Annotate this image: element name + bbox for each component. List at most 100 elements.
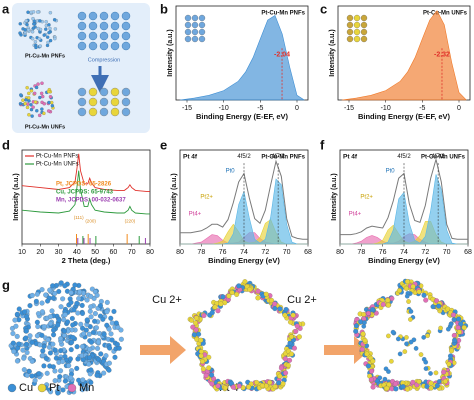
x-tick-label: -5 (419, 105, 425, 112)
atom (404, 335, 409, 340)
atom (269, 297, 275, 303)
atom (46, 89, 51, 94)
atom (27, 303, 33, 309)
atom (16, 341, 22, 347)
atom (88, 314, 94, 320)
atom-icon (191, 28, 199, 36)
atom (69, 339, 75, 345)
atom (18, 101, 23, 106)
atom (110, 87, 120, 97)
panel-label: f (320, 137, 325, 152)
atom (99, 21, 109, 31)
atom (108, 315, 114, 321)
atom (90, 329, 96, 335)
atom (74, 300, 80, 306)
atom (61, 317, 67, 323)
atom (36, 82, 40, 86)
atom-icon (353, 14, 361, 22)
atom (50, 364, 56, 370)
atom (287, 357, 293, 363)
atom (107, 345, 113, 351)
x-tick-label: 80 (146, 249, 154, 256)
legend-label: Mn (79, 382, 94, 394)
atom (368, 377, 374, 383)
peak-label: (220) (125, 219, 136, 224)
atom (36, 26, 41, 31)
atom (89, 286, 95, 292)
atom (282, 356, 288, 362)
atom (384, 385, 390, 391)
atom-icon (353, 35, 361, 43)
atom (390, 329, 396, 335)
atom (79, 302, 85, 308)
atom (30, 37, 35, 41)
atom (293, 328, 299, 334)
atom-icon (353, 28, 361, 36)
atom (48, 95, 53, 99)
atom (226, 293, 232, 299)
atom (77, 289, 83, 295)
data-area (179, 14, 305, 101)
atom (385, 297, 391, 303)
atom (386, 333, 391, 339)
atom (14, 333, 20, 339)
atom (58, 304, 64, 310)
atom (99, 11, 109, 21)
x-tick-label: 68 (304, 249, 312, 256)
atom (34, 45, 38, 50)
atom (402, 349, 408, 354)
atom (436, 379, 442, 384)
atom (26, 10, 30, 14)
atom (29, 373, 35, 379)
atom (33, 298, 39, 304)
panel-a-label: Pt-Cu-Mn PNFs (25, 53, 65, 59)
atom (60, 387, 66, 393)
atom (29, 107, 34, 112)
data-area (341, 10, 467, 101)
atom-icon (184, 14, 192, 22)
atom (21, 98, 25, 102)
atom (36, 10, 40, 14)
atom (46, 344, 52, 350)
atom (27, 96, 31, 100)
atom (18, 22, 22, 26)
atom (109, 337, 115, 343)
peak-annotation: 4f5/2 (397, 154, 411, 160)
panel-label: d (2, 137, 10, 152)
atom (70, 322, 76, 328)
atom (423, 297, 429, 303)
x-tick-label: 30 (55, 249, 63, 256)
atom (104, 322, 110, 328)
atom-icon (184, 28, 192, 36)
atom (79, 387, 85, 393)
atom-icon (198, 21, 206, 29)
atom (413, 346, 419, 351)
atom (278, 365, 284, 371)
x-tick-label: 0 (457, 105, 461, 112)
atom (24, 19, 29, 23)
atom (44, 20, 48, 24)
atom (380, 301, 386, 307)
atom (26, 368, 32, 374)
atom (86, 361, 92, 367)
atom (114, 341, 120, 347)
atom (247, 287, 253, 293)
atom (31, 26, 36, 30)
atom (31, 16, 35, 21)
x-tick-label: 74 (240, 249, 248, 256)
legend-swatch (37, 383, 47, 393)
atom (40, 348, 46, 354)
atom (451, 332, 457, 338)
atom (44, 27, 48, 31)
atom (10, 340, 16, 346)
atom (52, 368, 58, 374)
atom (254, 379, 260, 385)
atom (191, 332, 197, 338)
atom (88, 107, 98, 117)
atom (287, 340, 293, 346)
atom (88, 41, 98, 51)
atom (215, 383, 221, 389)
atom (111, 308, 117, 314)
atom (41, 363, 47, 369)
atom (34, 85, 39, 90)
